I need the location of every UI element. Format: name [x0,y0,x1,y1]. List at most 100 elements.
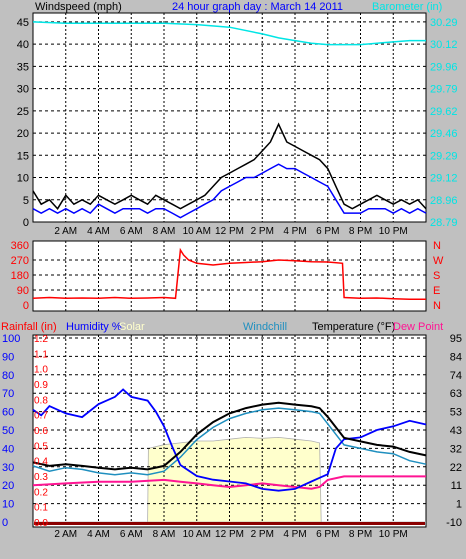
humidity-y-tick: 70 [2,388,14,400]
humidity-y-tick: 0 [2,517,8,529]
rain-y-tick: 0.3 [34,472,48,483]
x-tick-label: 2 AM [54,226,77,237]
wind-y-tick: 5 [23,195,29,207]
dewpoint-label: Dew Point [393,321,443,333]
temp-y-tick: 63 [450,388,462,400]
humidity-y-tick: 90 [2,351,14,363]
baro-y-tick: 28.96 [430,195,458,207]
baro-y-tick: 29.96 [430,61,458,73]
wind-y-labels: 0 5 10 15 20 25 30 35 40 45 [17,17,29,229]
wind-y-tick: 30 [17,84,29,96]
x-tick-label: 10 AM [183,226,211,237]
wind-y-tick: 15 [17,150,29,162]
baro-y-tick: 30.12 [430,39,458,51]
humidity-y-tick: 60 [2,407,14,419]
rain-y-tick: 0.6 [34,426,48,437]
baro-y-tick: 28.79 [430,217,458,229]
wind-axis-label: Windspeed (mph) [35,1,122,13]
gust-line [32,163,427,219]
temp-y-tick: 1 [456,499,462,511]
x-tick-label: 6 PM [316,529,339,540]
temp-y-tick: 84 [450,351,462,363]
temp-y-tick: 43 [450,425,462,437]
humidity-y-tick: 100 [2,333,20,345]
temperature-grid [33,335,426,527]
wind-y-tick: 10 [17,173,29,185]
x-tick-label: 6 AM [120,226,143,237]
x-tick-label: 8 PM [349,226,372,237]
temperature-line [32,401,427,471]
barometer-axis-label: Barometer (in) [372,1,442,13]
rain-y-tick: 0.1 [34,503,48,514]
temp-y-tick: 11 [451,480,462,492]
baro-y-tick: 29.62 [430,106,458,118]
temp-y-tick: 22 [450,462,462,474]
temp-y-tick: 95 [450,333,462,345]
x-tick-label: 4 AM [87,226,110,237]
rain-y-tick: 0.0 [34,518,48,529]
x-tick-label: 8 AM [153,529,176,540]
x-tick-label: 6 PM [316,226,339,237]
wind-series [32,21,427,219]
direction-series [32,247,426,300]
x-tick-label: 10 PM [379,529,408,540]
x-tick-label: 8 PM [349,529,372,540]
temperature-label: Temperature (°F) [312,321,395,333]
windspeed-line [32,122,427,210]
wind-y-tick: 0 [23,217,29,229]
dir-y-tick: 90 [17,285,29,297]
wind-y-tick: 25 [17,106,29,118]
rain-y-tick: 0.9 [34,380,48,391]
temp-y-tick: 32 [450,443,462,455]
wind-x-labels: 2 AM 4 AM 6 AM 8 AM 10 AM 12 PM 2 PM 4 PM 6 PM 8 … [54,226,407,237]
humidity-y-tick: 10 [2,499,14,511]
x-tick-label: 10 PM [379,226,408,237]
x-tick-label: 4 PM [283,226,306,237]
dir-y-tick: 270 [11,255,29,267]
temp-y-tick: 53 [450,407,462,419]
baro-y-tick: 29.29 [430,150,458,162]
dir-y-tick: 180 [11,270,29,282]
wind-y-tick: 20 [17,128,29,140]
compass-y-tick: E [433,285,440,297]
rain-y-tick: 1.0 [34,365,48,376]
rain-y-labels: 0.0 0.1 0.2 0.3 0.4 0.5 0.6 0.7 0.8 0.9 1.0 1.1 1.2 [34,334,48,529]
x-tick-label: 2 PM [251,226,274,237]
dewpoint-line [32,475,426,490]
windchill-label: Windchill [243,321,287,333]
direction-y-labels: 0 90 180 270 360 [11,240,29,312]
rain-y-tick: 0.5 [34,441,48,452]
x-tick-label: 4 PM [283,529,306,540]
solar-label: Solar [119,321,145,333]
baro-y-tick: 29.46 [430,128,458,140]
x-tick-label: 4 AM [87,529,110,540]
temperature-x-labels: 2 AM 4 AM 6 AM 8 AM 10 AM 12 PM 2 PM 4 PM 6 PM 8 … [54,529,407,540]
rain-y-tick: 0.7 [34,411,48,422]
rainfall-label: Rainfall (in) [1,321,57,333]
baro-y-tick: 30.29 [430,17,458,29]
dir-y-tick: 0 [23,300,29,312]
rain-y-tick: 1.2 [34,334,48,345]
wind-direction-line [32,247,426,300]
compass-y-tick: N [433,240,441,252]
baro-y-tick: 29.12 [430,173,458,185]
x-tick-label: 6 AM [120,529,143,540]
humidity-label: Humidity % [66,321,122,333]
temp-y-tick: 74 [450,370,462,382]
barometer-y-labels: 28.79 28.96 29.12 29.29 29.46 29.62 29.79 29.96… [430,17,458,229]
compass-y-tick: W [433,255,444,267]
wind-grid [33,13,426,222]
humidity-y-tick: 20 [2,480,14,492]
temperature-series [32,388,427,525]
wind-y-tick: 40 [17,39,29,51]
x-tick-label: 10 AM [183,529,211,540]
wind-y-tick: 35 [17,61,29,73]
x-tick-label: 2 AM [54,529,77,540]
x-tick-label: 12 PM [215,529,244,540]
humidity-y-labels: 0 10 20 30 40 50 60 70 80 90 100 [2,333,20,529]
rain-y-tick: 1.1 [34,349,48,360]
chart-title: 24 hour graph day : March 14 2011 [172,1,343,13]
